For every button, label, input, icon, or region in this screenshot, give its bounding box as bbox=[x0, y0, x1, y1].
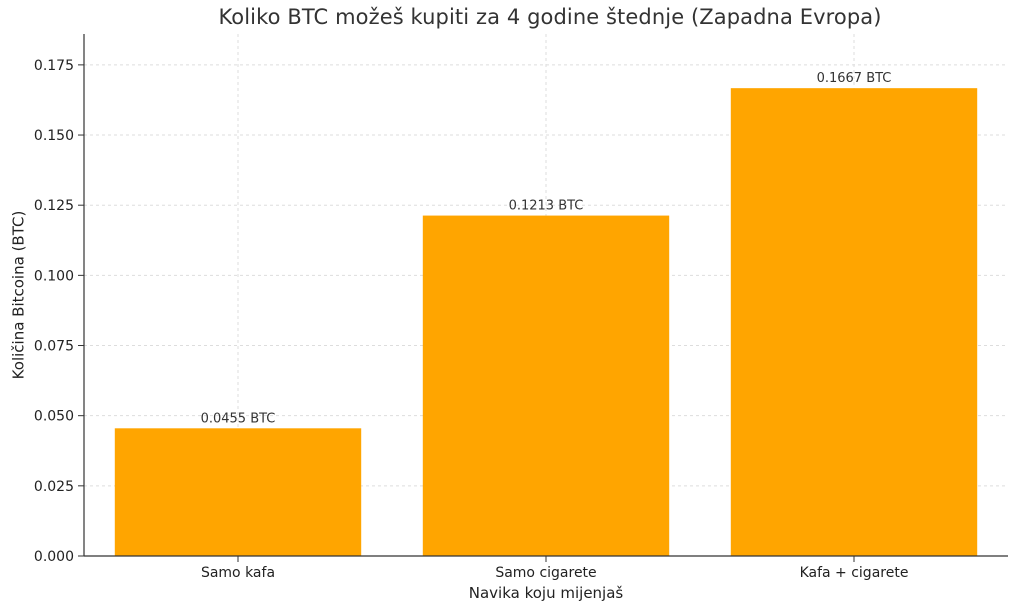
chart-title: Koliko BTC možeš kupiti za 4 godine šted… bbox=[218, 5, 882, 29]
y-tick-label: 0.100 bbox=[34, 268, 74, 284]
y-tick-label: 0.050 bbox=[34, 409, 74, 425]
y-tick-label: 0.000 bbox=[34, 549, 74, 565]
bar bbox=[114, 428, 362, 556]
bar-data-label: 0.1667 BTC bbox=[817, 71, 892, 86]
x-tick-label: Samo cigarete bbox=[495, 565, 596, 581]
bar bbox=[422, 215, 670, 556]
bar-layer bbox=[114, 88, 978, 556]
y-tick-label: 0.150 bbox=[34, 128, 74, 144]
bar-data-label: 0.1213 BTC bbox=[509, 199, 584, 214]
y-tick-label: 0.025 bbox=[34, 479, 74, 495]
bar bbox=[730, 88, 978, 556]
y-tick-label: 0.175 bbox=[34, 58, 74, 74]
axis-layer bbox=[78, 34, 1008, 562]
y-tick-label: 0.125 bbox=[34, 198, 74, 214]
y-axis-label: Količina Bitcoina (BTC) bbox=[9, 211, 27, 380]
y-tick-label: 0.075 bbox=[34, 339, 74, 355]
x-tick-label: Samo kafa bbox=[201, 565, 275, 581]
x-tick-label: Kafa + cigarete bbox=[800, 565, 909, 581]
label-layer: 0.000 0.025 0.050 0.075 0.100 0.125 0.150 0.175… bbox=[34, 58, 909, 581]
x-axis-label: Navika koju mijenjaš bbox=[469, 584, 624, 602]
bar-data-label: 0.0455 BTC bbox=[201, 411, 276, 426]
